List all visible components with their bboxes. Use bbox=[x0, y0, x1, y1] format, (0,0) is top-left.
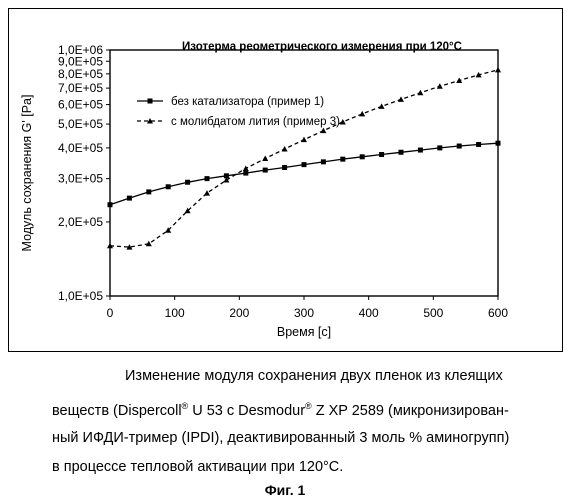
data-point-series-1 bbox=[321, 159, 326, 164]
data-point-series-1 bbox=[146, 189, 151, 194]
caption-text-2a: веществ (Dispercoll bbox=[52, 403, 182, 419]
data-point-series-1 bbox=[205, 176, 210, 181]
data-point-series-1 bbox=[108, 202, 113, 207]
chart-title: Изотерма реометрического измерения при 1… bbox=[182, 41, 462, 53]
caption-text-4: в процессе тепловой активации при 120°C. bbox=[52, 459, 343, 475]
data-point-series-1 bbox=[457, 144, 462, 149]
x-tick-label: 500 bbox=[423, 306, 443, 320]
caption-line-4: в процессе тепловой активации при 120°C. bbox=[52, 459, 343, 475]
y-tick-label: 1,0E+05 bbox=[58, 289, 103, 303]
x-tick-label: 200 bbox=[229, 306, 249, 320]
data-point-series-1 bbox=[282, 165, 287, 170]
y-axis-label: Модуль сохранения G' [Pa] bbox=[20, 95, 34, 252]
caption-text-1: Изменение модуля сохранения двух пленок … bbox=[125, 368, 503, 384]
data-point-series-1 bbox=[263, 168, 268, 173]
y-tick-label: 6,0E+05 bbox=[58, 98, 103, 112]
storage-modulus-chart: Изотерма реометрического измерения при 1… bbox=[0, 0, 570, 360]
data-point-series-1 bbox=[302, 162, 307, 167]
figure-label: Фиг. 1 bbox=[0, 482, 570, 498]
x-tick-label: 100 bbox=[165, 306, 185, 320]
data-point-series-1 bbox=[166, 184, 171, 189]
x-tick-label: 400 bbox=[359, 306, 379, 320]
caption-line-2: веществ (Dispercoll® U 53 с Desmodur® Z … bbox=[52, 401, 509, 419]
data-point-series-1 bbox=[476, 142, 481, 147]
data-point-series-1 bbox=[243, 171, 248, 176]
x-axis-label: Время [с] bbox=[277, 325, 331, 339]
data-point-series-1 bbox=[185, 180, 190, 185]
data-point-series-1 bbox=[340, 157, 345, 162]
data-point-series-1 bbox=[399, 150, 404, 155]
x-tick-label: 300 bbox=[294, 306, 314, 320]
y-tick-label: 2,0E+05 bbox=[58, 215, 103, 229]
y-tick-label: 5,0E+05 bbox=[58, 117, 103, 131]
data-point-series-1 bbox=[360, 154, 365, 159]
caption-text-2b: U 53 с Desmodur bbox=[188, 403, 305, 419]
caption-text-3: ный ИФДИ-тример (IPDI), деактивированный… bbox=[52, 430, 509, 446]
caption-line-1: Изменение модуля сохранения двух пленок … bbox=[125, 368, 503, 384]
data-point-series-1 bbox=[127, 196, 132, 201]
legend-marker-series-1 bbox=[148, 99, 153, 104]
y-tick-label: 1,0E+06 bbox=[58, 43, 103, 57]
y-tick-label: 7,0E+05 bbox=[58, 81, 103, 95]
y-axis-ticks: 1,0E+05 2,0E+05 3,0E+05 4,0E+05 5,0E+05 6,0E+… bbox=[58, 43, 110, 303]
data-point-series-1 bbox=[496, 141, 501, 146]
caption-line-3: ный ИФДИ-тример (IPDI), деактивированный… bbox=[52, 430, 509, 446]
x-axis-ticks: 0 100 200 300 400 500 600 bbox=[107, 296, 509, 320]
y-tick-label: 8,0E+05 bbox=[58, 67, 103, 81]
y-tick-label: 4,0E+05 bbox=[58, 141, 103, 155]
data-point-series-1 bbox=[418, 148, 423, 153]
caption-text-2c: Z XP 2589 (микронизирован- bbox=[312, 403, 509, 419]
data-point-series-1 bbox=[437, 145, 442, 150]
data-point-series-1 bbox=[379, 152, 384, 157]
legend-label-series-1: без катализатора (пример 1) bbox=[171, 96, 324, 108]
y-tick-label: 3,0E+05 bbox=[58, 172, 103, 186]
legend-label-series-2: с молибдатом лития (пример 3) bbox=[171, 116, 340, 128]
x-tick-label: 0 bbox=[107, 306, 114, 320]
registered-mark-2: ® bbox=[305, 401, 312, 411]
x-tick-label: 600 bbox=[488, 306, 508, 320]
